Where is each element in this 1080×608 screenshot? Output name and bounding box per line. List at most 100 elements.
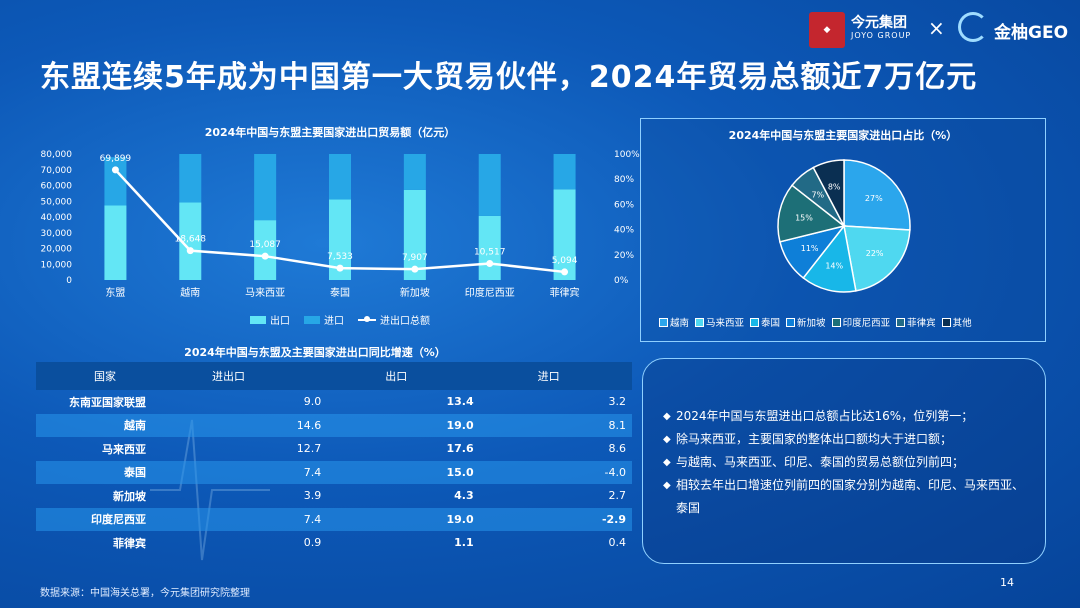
growth-table: 国家 进出口 出口 进口 东南亚国家联盟 9.0 13.4 3.2 越南 14.6 19.0 8.1…: [36, 362, 632, 555]
pie-legend-label: 菲律宾: [907, 318, 936, 329]
table-row: 印度尼西亚 7.4 19.0 -2.9: [36, 507, 632, 531]
pie-legend-label: 马来西亚: [706, 318, 745, 329]
pie-legend-swatch: [831, 317, 841, 327]
data-label-total: 69,899: [100, 154, 132, 164]
bar-export: [553, 189, 576, 280]
table-cell: 印度尼西亚: [36, 507, 154, 531]
x-tick-label: 菲律宾: [550, 286, 580, 299]
data-label-total: 10,517: [474, 247, 506, 257]
table-cell: 3.2: [608, 395, 627, 409]
trade-volume-chart: 0 10,000 20,000 30,000 40,000 50,000 60,000 70,…: [41, 150, 641, 299]
pie-chart-legend: 越南 马来西亚 泰国 新加坡 印度尼西亚 菲律宾 其他: [659, 315, 972, 329]
notes-list: 2024年中国与东盟进出口总额占比达16%，位列第一； 除马来西亚，主要国家的整…: [663, 405, 1033, 520]
y-tick-left: 80,000: [41, 150, 73, 160]
brand2-name: 金柚GEO: [994, 23, 1069, 43]
pie-legend-label: 印度尼西亚: [842, 318, 891, 329]
y-tick-right: 100%: [614, 150, 640, 160]
table-cell: 13.4: [446, 395, 474, 409]
pie-legend-swatch: [896, 317, 906, 327]
y-tick-right: 80%: [614, 175, 634, 185]
pie-legend-swatch: [750, 317, 760, 327]
table-body: 东南亚国家联盟 9.0 13.4 3.2 越南 14.6 19.0 8.1 马来西亚 12.7 17…: [36, 390, 632, 555]
page-number: 14: [1000, 576, 1014, 589]
y-tick-right: 60%: [614, 200, 634, 210]
table-row: 越南 14.6 19.0 8.1: [36, 413, 632, 437]
y-tick-right: 40%: [614, 226, 634, 236]
point-total: [486, 259, 494, 267]
growth-table-title: 2024年中国与东盟及主要国家进出口同比增速（%）: [184, 346, 446, 359]
table-row: 东南亚国家联盟 9.0 13.4 3.2: [36, 390, 632, 414]
table-cell: 8.6: [608, 442, 627, 456]
bar-import: [104, 157, 127, 206]
table-cell: 17.6: [446, 442, 474, 456]
pie-legend-item: 菲律宾: [896, 315, 936, 329]
note-item: 除马来西亚，主要国家的整体出口额均大于进口额；: [663, 428, 1033, 451]
bar-export: [329, 199, 351, 280]
x-tick-label: 马来西亚: [245, 287, 285, 299]
data-source: 数据来源：中国海关总署，今元集团研究院整理: [40, 588, 250, 599]
pie-legend-item: 印度尼西亚: [831, 315, 891, 329]
pie-slice-label: 11%: [801, 244, 819, 253]
pie-slice-label: 14%: [825, 262, 843, 271]
table-cell: 8.1: [479, 413, 632, 437]
table-cell: 新加坡: [113, 489, 146, 503]
x-tick-label: 新加坡: [400, 286, 430, 299]
point-total: [261, 252, 269, 260]
table-cell: 7.4: [154, 460, 328, 484]
y-tick-right: 20%: [614, 251, 634, 261]
pie-legend-swatch: [695, 317, 705, 327]
pie-chart-title: 2024年中国与东盟主要国家进出口占比（%）: [728, 129, 958, 142]
data-label-total: 15,087: [249, 240, 281, 250]
table-cell: 东南亚国家联盟: [69, 395, 146, 409]
point-total: [186, 247, 194, 255]
table-cell: 2.7: [608, 489, 627, 503]
bar-export: [104, 205, 127, 280]
bar-chart-title: 2024年中国与东盟主要国家进出口贸易额（亿元）: [204, 126, 456, 139]
table-cell: 15.0: [327, 460, 480, 484]
brand1-subtitle: JOYO GROUP: [851, 31, 912, 40]
table-row: 菲律宾 0.9 1.1 0.4: [36, 531, 632, 555]
pie-slice: [777, 184, 846, 243]
legend-item-import: 进口: [304, 312, 344, 327]
table-row: 泰国 7.4 15.0 -4.0: [36, 460, 632, 484]
y-tick-left: 70,000: [41, 166, 73, 176]
pie-legend-item: 马来西亚: [695, 315, 744, 329]
legend-item-total: 进出口总额: [358, 312, 430, 327]
table-cell: 菲律宾: [113, 536, 146, 550]
legend-swatch-import: [304, 315, 320, 324]
seal-glyph: ◆: [823, 25, 831, 35]
share-pie-chart: 27% 22% 14% 11% 15% 7% 8%: [777, 159, 911, 293]
table-header-row: 国家 进出口 出口 进口: [36, 362, 632, 390]
bar-import: [179, 154, 202, 203]
table-cell: 越南: [36, 413, 154, 437]
pie-legend-item: 新加坡: [786, 315, 826, 329]
page-title: 东盟连续5年成为中国第一大贸易伙伴，2024年贸易总额近7万亿元: [40, 60, 978, 95]
table-row: 马来西亚 12.7 17.6 8.6: [36, 437, 632, 461]
table-cell: -2.9: [479, 507, 632, 531]
bar-export: [254, 220, 277, 280]
table-header-cell: 出口: [327, 362, 480, 390]
table-cell: 3.9: [303, 489, 322, 503]
y-tick-left: 0: [66, 276, 72, 286]
y-tick-right: 0%: [614, 276, 629, 286]
brand-seal-logo: ◆: [809, 12, 845, 48]
table-cell: 14.6: [154, 413, 328, 437]
pie-slice-label: 15%: [795, 213, 813, 222]
bar-export: [403, 189, 426, 280]
pulse-decoration: [150, 419, 270, 561]
point-total: [561, 268, 569, 276]
data-label-total: 5,094: [552, 256, 578, 266]
bar-import: [254, 154, 277, 221]
bar-export: [179, 202, 202, 280]
pie-legend-item: 越南: [659, 315, 689, 329]
globe-icon: [958, 12, 988, 42]
notes-panel: 2024年中国与东盟进出口总额占比达16%，位列第一； 除马来西亚，主要国家的整…: [642, 358, 1046, 564]
pie-legend-swatch: [786, 317, 796, 327]
bar-import: [329, 154, 351, 200]
table-cell: 0.9: [303, 536, 322, 550]
legend-label-total: 进出口总额: [380, 316, 430, 327]
pie-legend-label: 新加坡: [797, 318, 826, 329]
pie-slice: [843, 225, 911, 292]
table-cell: 泰国: [36, 460, 154, 484]
legend-swatch-export: [250, 315, 266, 324]
